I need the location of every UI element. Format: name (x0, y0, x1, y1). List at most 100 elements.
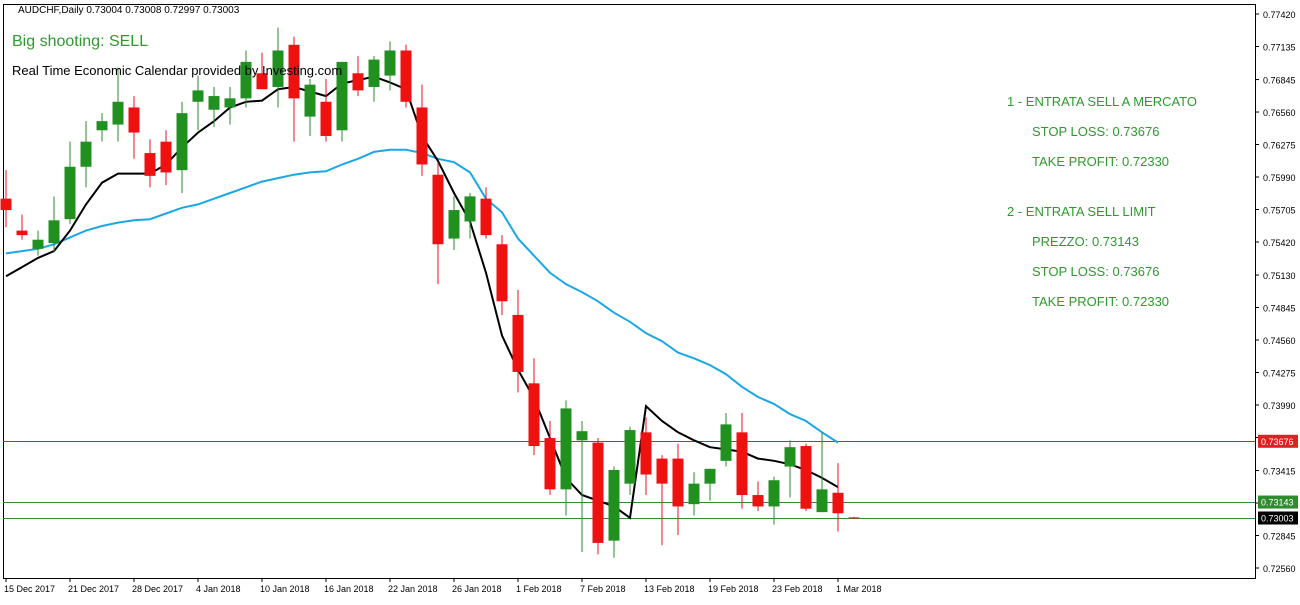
candle (48, 196, 60, 253)
candle-body (288, 44, 300, 99)
candle-body (672, 458, 684, 507)
candle-body (768, 480, 780, 507)
entry1-take-profit: TAKE PROFIT: 0.72330 (1032, 154, 1170, 169)
candle-body (560, 408, 572, 490)
candle (32, 230, 44, 256)
candle-body (800, 446, 812, 509)
candle (496, 235, 508, 315)
y-tick-label: 0.72845 (1263, 532, 1296, 542)
candle (592, 438, 604, 555)
candle (240, 50, 252, 108)
calendar-credit[interactable]: Real Time Economic Calendar provided by … (12, 63, 343, 78)
candle-body (128, 107, 140, 133)
y-tick-label: 0.72560 (1263, 564, 1296, 574)
price-tag (1258, 434, 1298, 448)
candle-body (16, 230, 28, 236)
candle (752, 481, 764, 512)
price-tag-label: 0.73003 (1261, 514, 1294, 524)
x-tick-label: 4 Jan 2018 (196, 584, 241, 594)
candle-body (608, 469, 620, 541)
candle-body (704, 468, 716, 484)
candle-body (208, 96, 220, 110)
candle (816, 432, 828, 513)
x-tick-label: 23 Feb 2018 (772, 584, 823, 594)
y-tick-label: 0.73415 (1263, 467, 1296, 477)
candle-body (832, 492, 844, 514)
x-tick-label: 1 Feb 2018 (516, 584, 562, 594)
candle-body (304, 84, 316, 117)
candle-body (352, 73, 364, 91)
candle (0, 170, 12, 228)
y-tick-label: 0.75705 (1263, 205, 1296, 215)
candle (480, 187, 492, 239)
candle (80, 121, 92, 188)
x-tick-label: 28 Dec 2017 (132, 584, 183, 594)
candle-body (784, 447, 796, 467)
y-tick-label: 0.76275 (1263, 141, 1296, 151)
candle (656, 455, 668, 546)
plot-frame (3, 4, 1256, 579)
candle-body (368, 59, 380, 87)
y-tick-label: 0.73990 (1263, 401, 1296, 411)
y-tick-label: 0.74560 (1263, 336, 1296, 346)
candle-body (320, 101, 332, 136)
candle (384, 41, 396, 91)
candle (448, 196, 460, 250)
x-tick-label: 19 Feb 2018 (708, 584, 759, 594)
candle (608, 466, 620, 558)
candle-body (112, 101, 124, 125)
candle (144, 139, 156, 188)
y-tick-label: 0.77135 (1263, 42, 1296, 52)
candle (160, 130, 172, 185)
candle (368, 56, 380, 102)
candle (176, 101, 188, 193)
y-tick-label: 0.75990 (1263, 173, 1296, 183)
candle (112, 67, 124, 142)
y-tick-label: 0.75420 (1263, 238, 1296, 248)
candle-body (448, 210, 460, 239)
candle (576, 420, 588, 553)
candle (528, 358, 540, 456)
x-tick-label: 15 Dec 2017 (4, 584, 55, 594)
entry2-price: PREZZO: 0.73143 (1032, 234, 1139, 249)
price-tag (1258, 511, 1298, 525)
candle (336, 61, 348, 142)
candle (800, 443, 812, 512)
candle (128, 96, 140, 159)
candle-body (848, 517, 860, 519)
candle-body (336, 61, 348, 131)
candle (560, 400, 572, 516)
candle-body (736, 432, 748, 496)
candle (208, 86, 220, 127)
candle-body (640, 432, 652, 475)
candle-body (0, 198, 12, 211)
candle (192, 75, 204, 131)
candle-body (272, 50, 284, 87)
candle-body (64, 166, 76, 220)
candle-body (720, 424, 732, 461)
candle (64, 141, 76, 224)
candle-body (752, 495, 764, 507)
candle-body (400, 50, 412, 102)
candle (704, 468, 716, 501)
x-tick-label: 10 Jan 2018 (260, 584, 310, 594)
candle-body (624, 430, 636, 484)
price-tag (1258, 495, 1298, 509)
candle-body (96, 121, 108, 131)
candle (416, 84, 428, 176)
candle (352, 56, 364, 97)
x-tick-label: 26 Jan 2018 (452, 584, 502, 594)
candle-body (656, 458, 668, 484)
y-tick-label: 0.75130 (1263, 271, 1296, 281)
x-tick-label: 7 Feb 2018 (580, 584, 626, 594)
candle (832, 463, 844, 532)
candle-body (544, 438, 556, 490)
candle (272, 27, 284, 108)
candle-body (480, 198, 492, 236)
entry2-title: 2 - ENTRATA SELL LIMIT (1007, 204, 1156, 219)
candle (16, 214, 28, 240)
candle-body (688, 483, 700, 505)
candle (96, 113, 108, 142)
